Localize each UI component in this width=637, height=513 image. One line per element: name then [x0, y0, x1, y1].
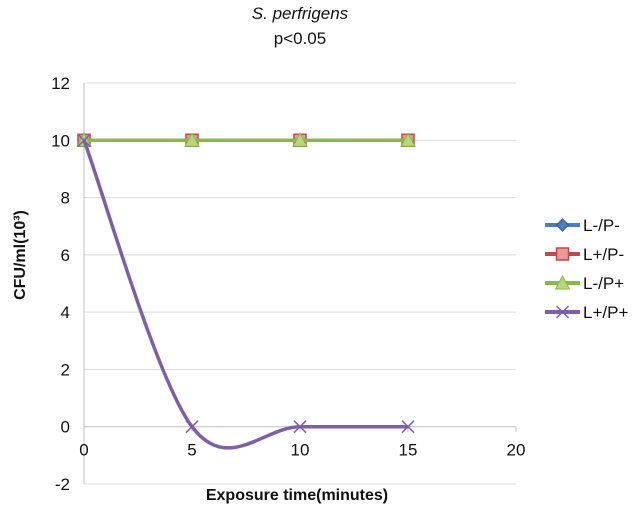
series-l-plus-p-plus — [77, 133, 415, 450]
y-tick-label: 8 — [61, 189, 70, 208]
data-point-l-minus-p-plus — [400, 132, 416, 147]
series-l-minus-p-plus — [76, 132, 416, 147]
data-point-l-plus-p-plus — [293, 420, 307, 434]
legend-item-l-plus-p-plus: L+/P+ — [545, 303, 628, 322]
marker-stroke — [555, 305, 570, 319]
legend-label: L+/P+ — [583, 303, 628, 322]
y-tick-label: 4 — [61, 303, 70, 322]
y-tick-label: 6 — [61, 246, 70, 265]
marker-stroke — [185, 420, 199, 434]
legend-marker — [554, 274, 571, 290]
legend-item-l-plus-p-minus: L+/P- — [545, 245, 624, 264]
data-point-l-plus-p-plus — [185, 420, 199, 434]
x-tick-label: 15 — [399, 441, 418, 460]
y-tick-label: 12 — [51, 74, 70, 93]
x-tick-labels: 0 5 10 15 20 — [79, 441, 525, 460]
marker-stroke — [77, 133, 91, 147]
legend-marker — [555, 218, 570, 232]
legend-marker — [555, 305, 570, 319]
y-tick-label: 10 — [51, 131, 70, 150]
chart-title: S. perfrigens — [252, 4, 349, 23]
legend-marker — [555, 247, 570, 261]
data-point-l-minus-p-plus — [292, 132, 308, 147]
marker-stroke — [293, 420, 307, 434]
data-point-l-plus-p-plus — [77, 133, 91, 147]
data-point-l-plus-p-plus — [401, 420, 415, 434]
legend-item-l-minus-p-plus: L-/P+ — [545, 274, 624, 293]
x-axis-label: Exposure time(minutes) — [206, 487, 388, 504]
marker-stroke — [401, 420, 415, 434]
legend-label: L-/P- — [583, 216, 620, 235]
y-tick-label: -2 — [55, 475, 70, 494]
series-group — [76, 132, 416, 450]
y-axis-label: CFU/ml(10³) — [12, 210, 29, 300]
x-tick-label: 0 — [79, 441, 88, 460]
legend-label: L-/P+ — [583, 274, 624, 293]
x-tick-label: 5 — [187, 441, 196, 460]
series-line-l-plus-p-plus — [82, 139, 408, 450]
y-tick-label: 0 — [61, 418, 70, 437]
y-tick-label: 2 — [61, 360, 70, 379]
x-tick-label: 10 — [291, 441, 310, 460]
legend: L-/P- L+/P- L-/P+ L+/P+ — [545, 216, 628, 322]
data-point-l-minus-p-plus — [184, 132, 200, 147]
x-tick-label: 20 — [507, 441, 526, 460]
y-tick-labels: -2 0 2 4 6 8 10 12 — [51, 74, 70, 494]
legend-label: L+/P- — [583, 245, 624, 264]
chart-subtitle: p<0.05 — [274, 29, 326, 48]
legend-item-l-minus-p-minus: L-/P- — [545, 216, 620, 235]
